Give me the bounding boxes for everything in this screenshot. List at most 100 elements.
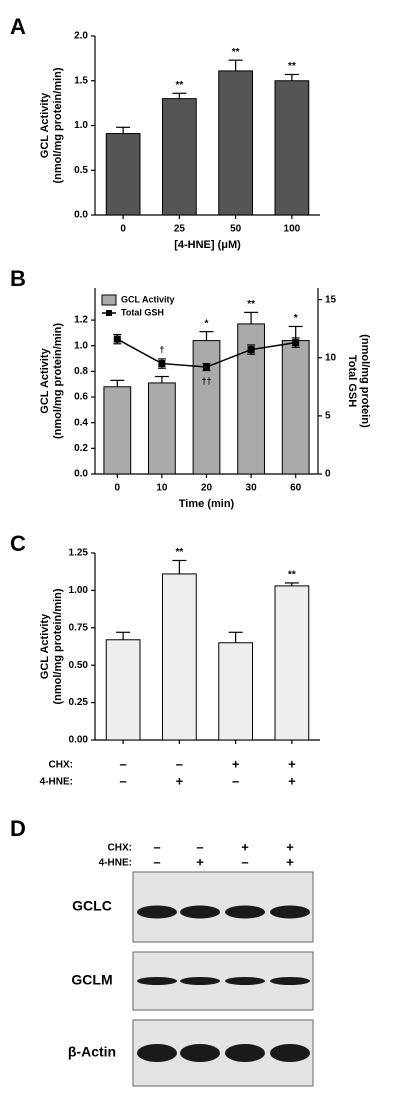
band: [180, 977, 220, 985]
marker: [113, 335, 121, 343]
band: [137, 977, 177, 985]
condition-value: –: [176, 756, 183, 771]
band: [270, 905, 310, 919]
x-tick-label: 60: [290, 483, 302, 494]
condition-value: –: [232, 773, 239, 788]
panel-label: C: [10, 531, 26, 556]
y-tick-label: 0.25: [69, 697, 89, 708]
row-label: GCLC: [72, 898, 112, 914]
marker: [247, 346, 255, 354]
condition-value: –: [120, 773, 127, 788]
bar: [218, 70, 253, 216]
y-axis-label: GCL Activity: [39, 347, 51, 413]
band: [225, 1044, 265, 1062]
bar: [148, 382, 176, 475]
y-tick-label: 2.0: [74, 31, 88, 42]
panel-label: D: [10, 816, 26, 841]
bar: [281, 340, 310, 475]
band: [180, 1044, 220, 1062]
y-tick-label: 0.0: [74, 469, 88, 480]
x-tick-label: 25: [174, 224, 186, 235]
marker: [203, 363, 210, 371]
significance: **: [175, 80, 183, 91]
condition-value: +: [286, 839, 294, 854]
y2-tick-label: 5: [325, 411, 331, 422]
x-axis-label: Time (min): [179, 498, 235, 510]
panel-label: B: [10, 266, 26, 291]
legend-label: Total GSH: [121, 307, 164, 317]
row-label: GCLM: [71, 972, 112, 988]
legend-swatch: [101, 294, 117, 306]
condition-value: +: [288, 773, 296, 788]
y-tick-label: 1.00: [69, 585, 89, 596]
y-tick-label: 0.6: [74, 392, 88, 403]
bar: [103, 386, 132, 475]
significance: **: [288, 61, 296, 72]
y2-tick-label: 0: [325, 469, 331, 480]
condition-label: CHX:: [49, 760, 73, 771]
x-tick-label: 0: [120, 224, 126, 235]
band: [225, 977, 265, 985]
bar: [162, 98, 197, 216]
condition-value: +: [196, 854, 204, 869]
significance: ††: [201, 376, 211, 386]
y-tick-label: 1.5: [74, 75, 88, 86]
band: [270, 977, 310, 985]
y-tick-label: 1.0: [74, 340, 88, 351]
y-axis-label: (nmol/mg protein/min): [52, 67, 64, 183]
band: [270, 1044, 310, 1062]
y-tick-label: 0.5: [74, 165, 88, 176]
x-tick-label: 10: [156, 483, 168, 494]
x-tick-label: 50: [230, 224, 242, 235]
condition-value: –: [153, 854, 160, 869]
condition-value: +: [241, 839, 249, 854]
bar: [105, 133, 141, 216]
band: [180, 905, 220, 919]
condition-value: +: [288, 756, 296, 771]
condition-label: 4-HNE:: [99, 858, 132, 869]
y-tick-label: 0.2: [74, 443, 88, 454]
y-tick-label: 0.4: [74, 417, 88, 428]
y-tick-label: 0.0: [74, 210, 88, 221]
bar: [192, 340, 221, 475]
y-tick-label: 1.2: [74, 315, 88, 326]
significance: *: [294, 313, 298, 324]
band: [225, 905, 265, 919]
significance: **: [288, 570, 296, 581]
y-tick-label: 0.00: [69, 735, 89, 746]
condition-value: –: [120, 756, 127, 771]
bar: [162, 573, 197, 741]
y2-tick-label: 15: [325, 294, 337, 305]
band: [137, 1044, 177, 1062]
x-tick-label: 30: [246, 483, 258, 494]
panel-label: A: [10, 14, 26, 39]
condition-label: CHX:: [108, 843, 132, 854]
band: [137, 905, 177, 919]
condition-value: –: [153, 839, 160, 854]
condition-label: 4-HNE:: [40, 777, 73, 788]
y-tick-label: 1.0: [74, 120, 88, 131]
bar: [274, 585, 310, 741]
x-axis-label: [4-HNE] (μM): [174, 239, 241, 251]
significance: **: [175, 547, 183, 558]
condition-value: +: [232, 756, 240, 771]
bar: [105, 639, 141, 741]
x-tick-label: 0: [115, 483, 121, 494]
y-axis-label: (nmol/mg protein/min): [52, 588, 64, 704]
y2-tick-label: 10: [325, 352, 337, 363]
condition-value: +: [286, 854, 294, 869]
row-label: β-Actin: [68, 1044, 116, 1060]
y2-axis-label: (nmol/mg protein): [359, 334, 371, 428]
significance: †: [159, 344, 164, 354]
condition-value: –: [241, 854, 248, 869]
bar: [274, 80, 310, 216]
y-tick-label: 1.25: [69, 548, 89, 559]
significance: *: [205, 318, 209, 329]
y-tick-label: 0.50: [69, 660, 89, 671]
y-tick-label: 0.75: [69, 622, 89, 633]
y-tick-label: 0.8: [74, 366, 88, 377]
x-tick-label: 20: [201, 483, 213, 494]
y2-axis-label: Total GSH: [346, 355, 358, 407]
y-axis-label: GCL Activity: [39, 92, 51, 158]
